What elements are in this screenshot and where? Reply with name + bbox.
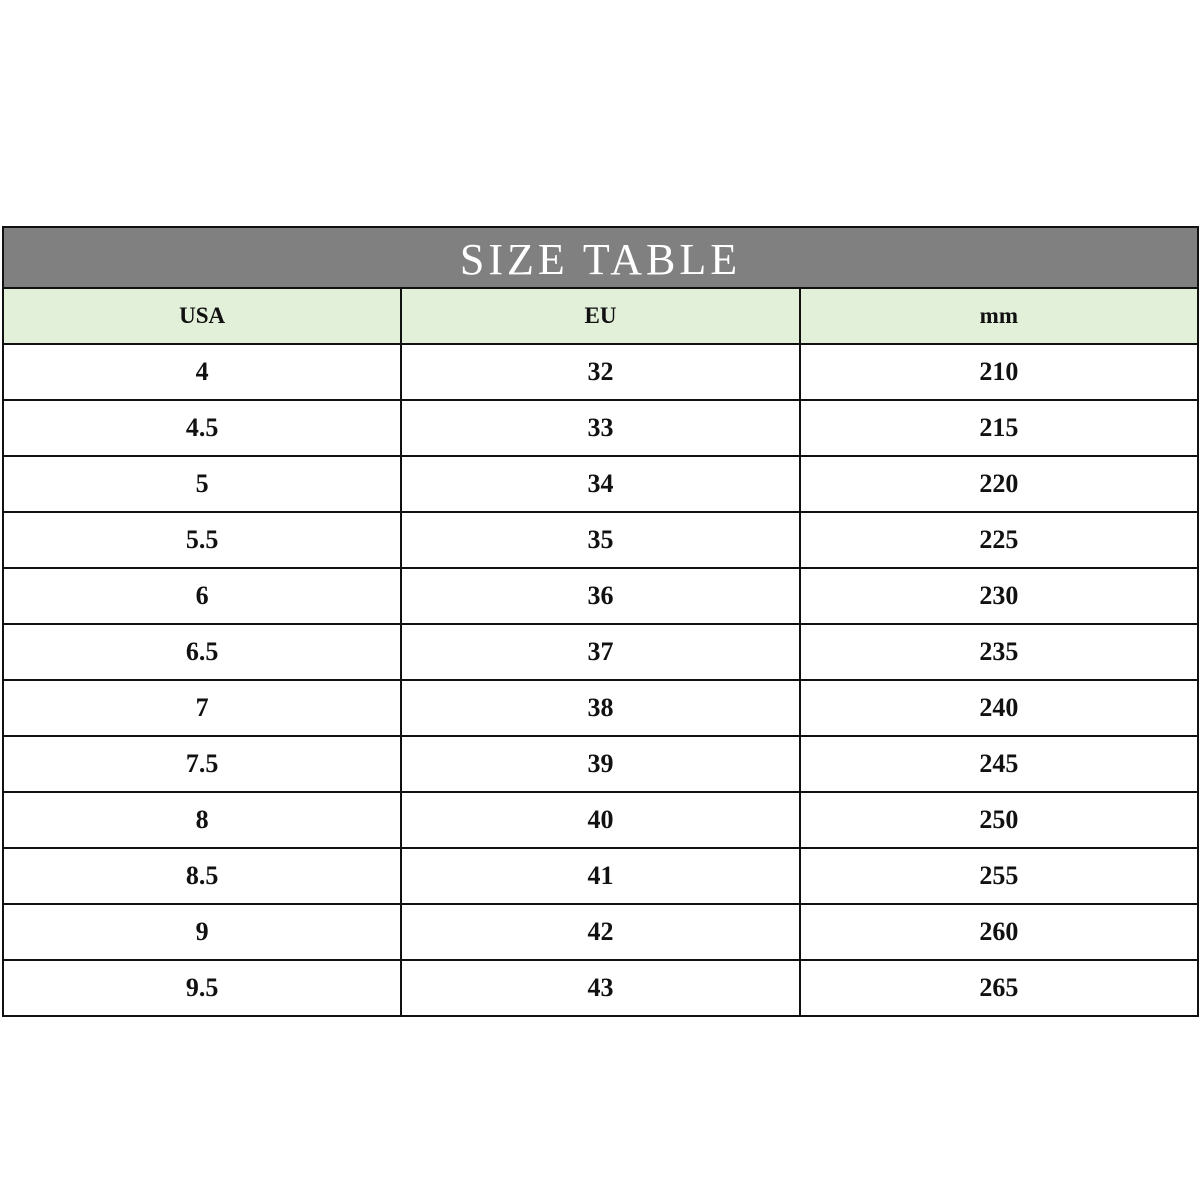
cell-eu: 41 — [402, 849, 801, 903]
cell-eu: 39 — [402, 737, 801, 791]
cell-mm: 230 — [979, 581, 1019, 610]
cell-mm: 210 — [979, 357, 1019, 386]
cell-usa: 4 — [4, 345, 403, 399]
cell-eu: 34 — [402, 457, 801, 511]
column-header-eu: EU — [402, 289, 801, 343]
cell-usa: 5.5 — [4, 513, 403, 567]
cell-usa: 7.5 — [4, 737, 403, 791]
cell-eu: 42 — [402, 905, 801, 959]
cell-usa: 9.5 — [4, 961, 403, 1015]
cell-usa: 7 — [4, 681, 403, 735]
cell-mm: 215 — [979, 413, 1019, 442]
column-header-mm: mm — [979, 303, 1018, 328]
cell-eu: 33 — [402, 401, 801, 455]
cell-mm: 240 — [979, 693, 1019, 722]
cell-eu: 37 — [402, 625, 801, 679]
cell-mm: 265 — [979, 973, 1019, 1002]
table-row: 9.5 43 265 — [4, 961, 1197, 1015]
table-row: 9 42 260 — [4, 905, 1197, 961]
size-table: SIZE TABLE USA EU mm 4 32 210 4.5 33 215 5 34 22… — [2, 226, 1199, 1017]
table-row: 6 36 230 — [4, 569, 1197, 625]
cell-usa: 8.5 — [4, 849, 403, 903]
cell-mm: 225 — [979, 525, 1019, 554]
cell-mm: 260 — [979, 917, 1019, 946]
table-row: 7.5 39 245 — [4, 737, 1197, 793]
table-row: 6.5 37 235 — [4, 625, 1197, 681]
cell-usa: 4.5 — [4, 401, 403, 455]
cell-eu: 43 — [402, 961, 801, 1015]
cell-usa: 6 — [4, 569, 403, 623]
table-title: SIZE TABLE — [4, 228, 1197, 289]
header-row: USA EU mm — [4, 289, 1197, 345]
table-row: 8.5 41 255 — [4, 849, 1197, 905]
cell-eu: 32 — [402, 345, 801, 399]
cell-eu: 40 — [402, 793, 801, 847]
cell-usa: 5 — [4, 457, 403, 511]
table-row: 4.5 33 215 — [4, 401, 1197, 457]
table-row: 5 34 220 — [4, 457, 1197, 513]
column-header-usa: USA — [4, 289, 403, 343]
table-row: 4 32 210 — [4, 345, 1197, 401]
table-row: 5.5 35 225 — [4, 513, 1197, 569]
cell-mm: 235 — [979, 637, 1019, 666]
cell-usa: 6.5 — [4, 625, 403, 679]
cell-eu: 38 — [402, 681, 801, 735]
cell-mm: 220 — [979, 469, 1019, 498]
cell-usa: 9 — [4, 905, 403, 959]
table-row: 7 38 240 — [4, 681, 1197, 737]
cell-eu: 36 — [402, 569, 801, 623]
cell-mm: 255 — [979, 861, 1019, 890]
table-row: 8 40 250 — [4, 793, 1197, 849]
cell-mm: 250 — [979, 805, 1019, 834]
cell-eu: 35 — [402, 513, 801, 567]
cell-mm: 245 — [979, 749, 1019, 778]
cell-usa: 8 — [4, 793, 403, 847]
